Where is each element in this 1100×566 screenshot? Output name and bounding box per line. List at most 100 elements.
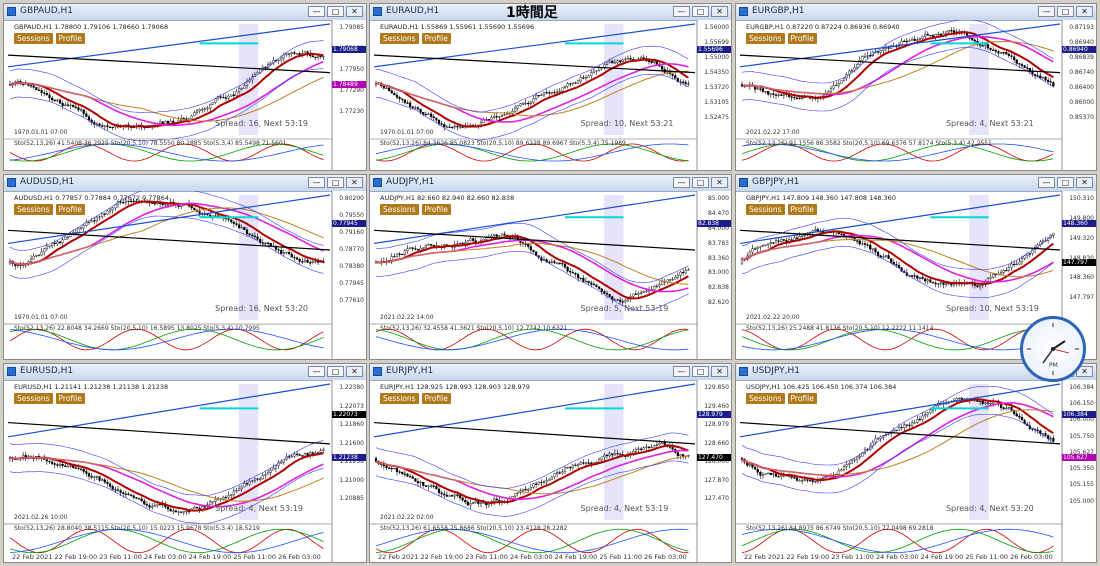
maximize-button[interactable]: □ (1057, 6, 1074, 17)
chart-window[interactable]: EURUSD,H1 — □ ✕ EURUSD,H1 1.21141 1.2123… (3, 363, 367, 563)
chart-window[interactable]: USDJPY,H1 — □ ✕ USDJPY,H1 106.425 106.45… (735, 363, 1097, 563)
spread-label: Spread: 16, Next 53:20 (215, 304, 309, 314)
spread-label: Spread: 4, Next 53:21 (945, 119, 1034, 128)
window-titlebar[interactable]: EURUSD,H1 — □ ✕ (4, 364, 366, 381)
sessions-button[interactable]: Sessions (746, 393, 785, 404)
maximize-button[interactable]: □ (1057, 177, 1074, 188)
candle-body (514, 493, 517, 497)
profile-button[interactable]: Profile (421, 33, 451, 44)
sessions-button[interactable]: Sessions (380, 33, 419, 44)
window-titlebar[interactable]: AUDJPY,H1 — □ ✕ (370, 175, 731, 192)
maximize-button[interactable]: □ (327, 366, 344, 377)
maximize-button[interactable]: □ (327, 177, 344, 188)
sessions-button[interactable]: Sessions (746, 33, 785, 44)
candle-body (124, 493, 127, 495)
profile-button[interactable]: Profile (787, 204, 817, 215)
sessions-button[interactable]: Sessions (14, 204, 53, 215)
candle-body (892, 429, 895, 433)
candle-body (40, 90, 43, 93)
profile-button[interactable]: Profile (55, 33, 85, 44)
close-button[interactable]: ✕ (1076, 6, 1093, 17)
chart-window[interactable]: EURAUD,H1 — □ ✕ EURAUD,H1 1.55869 1.5596… (369, 3, 732, 171)
maximize-button[interactable]: □ (692, 6, 709, 17)
sessions-button[interactable]: Sessions (746, 204, 785, 215)
price-chart[interactable] (736, 20, 1096, 170)
minimize-button[interactable]: — (673, 366, 690, 377)
candle-body (558, 90, 561, 93)
chart-window[interactable]: EURJPY,H1 — □ ✕ EURJPY,H1 128.925 128.99… (369, 363, 732, 563)
candle-body (500, 115, 504, 117)
maximize-button[interactable]: □ (692, 177, 709, 188)
sessions-button[interactable]: Sessions (380, 393, 419, 404)
minimize-button[interactable]: — (308, 6, 325, 17)
window-titlebar[interactable]: EURGBP,H1 — □ ✕ (736, 4, 1096, 21)
candle-body (293, 453, 296, 457)
candle-body (495, 498, 498, 501)
candle-body (419, 481, 422, 484)
close-button[interactable]: ✕ (346, 177, 363, 188)
maximize-button[interactable]: □ (327, 6, 344, 17)
candle-body (1020, 417, 1024, 421)
minimize-button[interactable]: — (1038, 177, 1055, 188)
minimize-button[interactable]: — (308, 366, 325, 377)
minimize-button[interactable]: — (1038, 6, 1055, 17)
window-titlebar[interactable]: EURAUD,H1 — □ ✕ (370, 4, 731, 21)
candle-body (753, 467, 757, 470)
window-titlebar[interactable]: AUDUSD,H1 — □ ✕ (4, 175, 366, 192)
close-button[interactable]: ✕ (711, 6, 728, 17)
close-button[interactable]: ✕ (711, 177, 728, 188)
price-chart[interactable] (4, 380, 366, 562)
chart-window[interactable]: EURGBP,H1 — □ ✕ EURGBP,H1 0.87220 0.8722… (735, 3, 1097, 171)
price-chart[interactable] (370, 20, 731, 170)
profile-button[interactable]: Profile (787, 33, 817, 44)
candle-body (435, 486, 438, 490)
session-band (604, 384, 624, 520)
minimize-button[interactable]: — (673, 177, 690, 188)
chart-window[interactable]: AUDUSD,H1 — □ ✕ AUDUSD,H1 0.77857 0.7788… (3, 174, 367, 360)
minimize-button[interactable]: — (673, 6, 690, 17)
candle-body (916, 275, 919, 279)
chart-window[interactable]: GBPAUD,H1 — □ ✕ GBPAUD,H1 1.78800 1.7910… (3, 3, 367, 171)
window-titlebar[interactable]: EURJPY,H1 — □ ✕ (370, 364, 731, 381)
close-button[interactable]: ✕ (711, 366, 728, 377)
profile-button[interactable]: Profile (55, 204, 85, 215)
profile-button[interactable]: Profile (421, 393, 451, 404)
profile-button[interactable]: Profile (787, 393, 817, 404)
profile-button[interactable]: Profile (421, 204, 451, 215)
candle-body (269, 469, 272, 473)
minimize-button[interactable]: — (308, 177, 325, 188)
sessions-button[interactable]: Sessions (380, 204, 419, 215)
sessions-button[interactable]: Sessions (14, 393, 53, 404)
window-titlebar[interactable]: GBPAUD,H1 — □ ✕ (4, 4, 366, 21)
candle-body (151, 202, 154, 204)
candle-body (169, 120, 172, 124)
chart-window[interactable]: AUDJPY,H1 — □ ✕ AUDJPY,H1 82.660 82.940 … (369, 174, 732, 360)
window-titlebar[interactable]: GBPJPY,H1 — □ ✕ (736, 175, 1096, 192)
candle-body (432, 245, 435, 247)
candle-body (527, 488, 530, 491)
candle-body (1010, 406, 1013, 411)
trend-line (373, 194, 696, 245)
close-button[interactable]: ✕ (346, 6, 363, 17)
maximize-button[interactable]: □ (692, 366, 709, 377)
candle-body (832, 85, 835, 89)
candle-body (201, 109, 204, 111)
price-chart[interactable] (4, 20, 366, 170)
price-tick: 0.80200 (339, 195, 364, 202)
candle-body (48, 245, 51, 247)
price-chart[interactable] (736, 380, 1096, 562)
candle-body (61, 239, 64, 244)
price-chart[interactable] (370, 191, 731, 359)
candle-body (926, 33, 929, 36)
candle-body (322, 56, 325, 58)
sessions-button[interactable]: Sessions (14, 33, 53, 44)
candle-body (600, 456, 603, 460)
profile-button[interactable]: Profile (55, 393, 85, 404)
price-tick: 0.86940 (1069, 39, 1094, 46)
close-button[interactable]: ✕ (346, 366, 363, 377)
candle-body (274, 465, 278, 469)
close-button[interactable]: ✕ (1076, 177, 1093, 188)
price-chart[interactable] (370, 380, 731, 562)
candle-body (493, 234, 496, 237)
price-chart[interactable] (4, 191, 366, 359)
